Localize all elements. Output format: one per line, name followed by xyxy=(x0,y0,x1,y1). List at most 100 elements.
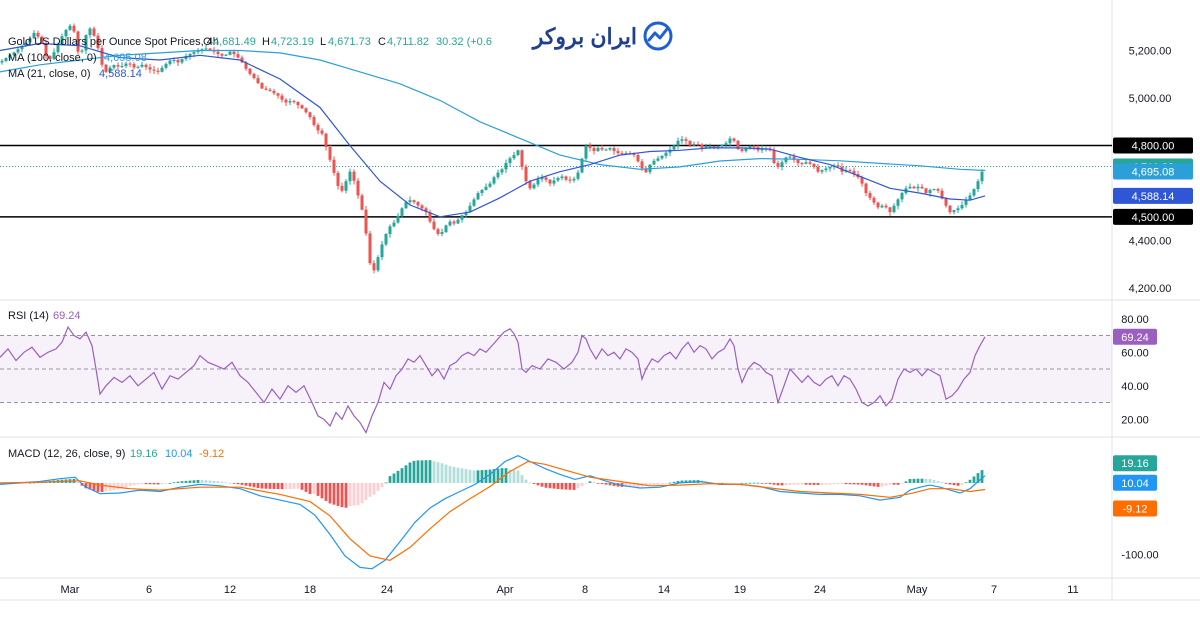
macd-histogram-bar xyxy=(900,482,904,484)
macd-histogram-bar xyxy=(660,482,664,485)
candle-body xyxy=(956,208,960,211)
candle-body xyxy=(932,189,936,191)
candle-body xyxy=(736,140,740,150)
macd-histogram-bar xyxy=(928,479,932,483)
candle-body xyxy=(812,163,816,167)
macd-histogram-bar xyxy=(796,482,800,485)
candle-body xyxy=(552,180,556,184)
candle-body xyxy=(464,212,468,216)
macd-histogram-bar xyxy=(116,482,120,490)
macd-histogram-bar xyxy=(816,482,820,485)
macd-histogram-bar xyxy=(24,482,28,484)
macd-histogram-bar xyxy=(904,481,908,483)
candle-body xyxy=(492,177,496,184)
candle-body xyxy=(972,189,976,196)
candle-body xyxy=(916,186,920,189)
macd-histogram-bar xyxy=(88,482,92,490)
candle-body xyxy=(76,31,80,52)
macd-histogram-bar xyxy=(880,482,884,487)
main-legend: Gold US Dollars per Ounce Spot Prices, 4… xyxy=(8,36,492,80)
macd-histogram-bar xyxy=(556,482,560,490)
macd-histogram-bar xyxy=(572,482,576,490)
candle-body xyxy=(660,155,664,159)
candle-body xyxy=(436,229,440,234)
candle-body xyxy=(456,219,460,224)
rsi-pane xyxy=(0,325,1112,434)
macd-histogram-bar xyxy=(836,482,840,485)
candle-body xyxy=(620,153,624,155)
macd-histogram-bar xyxy=(352,482,356,506)
candle-body xyxy=(268,89,272,91)
macd-histogram-bar xyxy=(456,467,460,483)
macd-histogram-bar xyxy=(676,481,680,483)
macd-tick-0: -100.00 xyxy=(1121,550,1158,562)
time-tick-3: 18 xyxy=(304,584,316,596)
time-tick-2: 12 xyxy=(224,584,236,596)
horizontal-line-tag-1: 4,500.00 xyxy=(1132,212,1175,224)
macd-histogram-bar xyxy=(960,482,964,485)
macd-histogram-bar xyxy=(756,482,760,484)
macd-histogram-bar xyxy=(528,482,532,484)
candle-body xyxy=(240,57,244,63)
macd-histogram-bar xyxy=(564,482,568,490)
ma21-line xyxy=(0,42,986,218)
macd-histogram-bar xyxy=(152,482,156,485)
macd-histogram-bar xyxy=(776,482,780,486)
macd-histogram-bar xyxy=(444,464,448,483)
macd-histogram-bar xyxy=(316,482,320,496)
horizontal-line-tag-bg-1 xyxy=(1113,208,1193,225)
candle-body xyxy=(32,32,36,39)
candle-body xyxy=(460,215,464,220)
macd-histogram-bar xyxy=(888,482,892,485)
macd-histogram-bar xyxy=(736,482,740,484)
candle-body xyxy=(384,233,388,245)
macd-histogram-bar xyxy=(336,482,340,506)
candle-body xyxy=(800,162,804,164)
macd-histogram-bar xyxy=(240,482,244,485)
candle-body xyxy=(368,233,372,264)
candle-body xyxy=(616,151,620,154)
macd-histogram-bar xyxy=(508,469,512,483)
macd-histogram-bar xyxy=(76,482,80,483)
candle-body xyxy=(568,179,572,181)
candle-body xyxy=(928,189,932,194)
macd-histogram-bar xyxy=(772,482,776,485)
price-tick-0: 5,200.00 xyxy=(1129,46,1172,58)
macd-histogram-bar xyxy=(364,482,368,501)
candle-body xyxy=(744,147,748,152)
macd-histogram-bar xyxy=(608,482,612,486)
macd-histogram-bar xyxy=(408,462,412,483)
candle-body xyxy=(820,170,824,172)
macd-histogram-bar xyxy=(396,470,400,483)
candle-body xyxy=(100,48,104,65)
price-tick-2: 4,400.00 xyxy=(1129,236,1172,248)
macd-histogram-bar xyxy=(824,482,828,485)
candle-body xyxy=(600,147,604,150)
candle-body xyxy=(580,158,584,173)
candle-body xyxy=(344,181,348,191)
macd-histogram-bar xyxy=(276,482,280,490)
candle-body xyxy=(684,139,688,141)
macd-histogram-bar xyxy=(264,482,268,489)
candle-body xyxy=(52,52,56,59)
ohlc-o-label: O xyxy=(203,36,212,48)
candle-body xyxy=(440,232,444,234)
candle-body xyxy=(292,101,296,103)
macd-histogram-bar xyxy=(532,482,536,484)
candle-body xyxy=(880,205,884,208)
candle-body xyxy=(180,58,184,63)
candle-body xyxy=(868,193,872,198)
candle-body xyxy=(56,44,60,53)
macd-title: MACD (12, 26, close, 9) xyxy=(8,448,125,460)
macd-histogram-bar xyxy=(916,478,920,483)
candle-body xyxy=(472,199,476,206)
candle-body xyxy=(720,144,724,147)
candle-body xyxy=(112,65,116,68)
candle-body xyxy=(208,48,212,50)
macd-histogram-bar xyxy=(356,482,360,506)
macd-histogram-bar xyxy=(144,482,148,485)
horizontal-line-tag-bg-0 xyxy=(1113,137,1193,154)
candle-body xyxy=(596,147,600,152)
